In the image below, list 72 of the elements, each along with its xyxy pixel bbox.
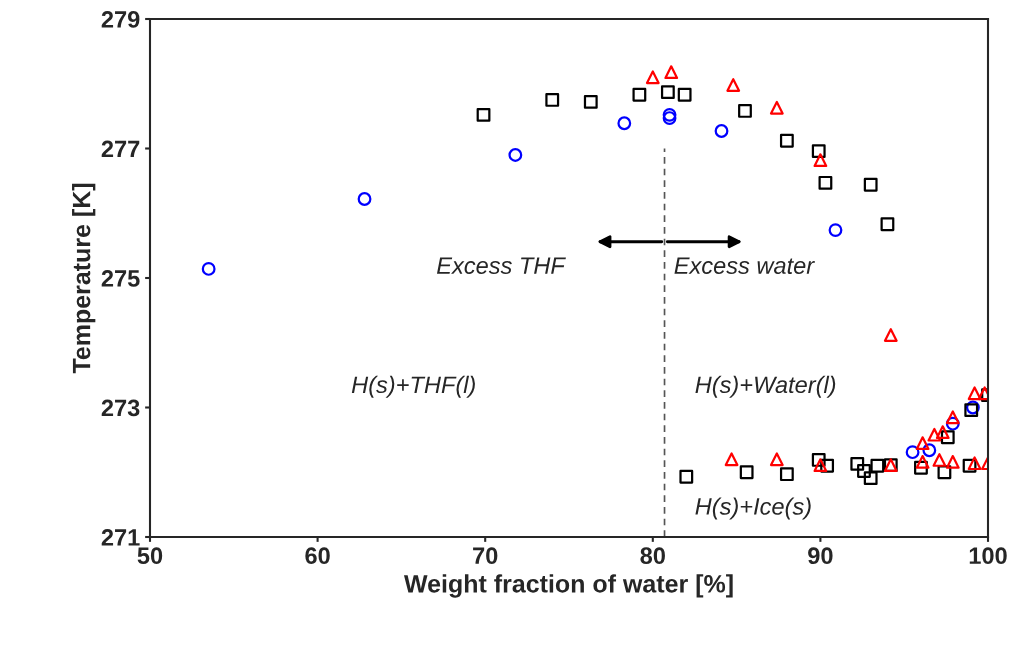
y-axis-title: Temperature [K] xyxy=(72,183,96,374)
point xyxy=(645,70,660,85)
point xyxy=(818,175,833,190)
point xyxy=(967,456,982,471)
point xyxy=(883,328,898,342)
point xyxy=(850,456,865,471)
point xyxy=(724,452,739,467)
point xyxy=(769,452,784,467)
annotation: Excess water xyxy=(674,257,815,274)
annotation: H(s)+Ice(s) xyxy=(695,497,811,520)
point xyxy=(820,458,835,473)
point xyxy=(828,223,843,238)
point xyxy=(857,464,871,478)
point xyxy=(863,177,878,192)
point xyxy=(922,443,937,458)
point xyxy=(660,85,675,100)
point xyxy=(662,107,677,122)
point xyxy=(945,410,960,425)
point xyxy=(962,458,977,473)
point xyxy=(945,416,960,431)
annotation: Excess THF xyxy=(436,257,566,274)
annotation: H(s)+Water(l) xyxy=(695,375,836,398)
point xyxy=(967,386,982,401)
point xyxy=(662,111,677,125)
x-tick-label: 100 xyxy=(969,547,1007,565)
point xyxy=(880,217,895,232)
point xyxy=(617,116,632,131)
point xyxy=(905,445,920,460)
point xyxy=(863,471,878,485)
point xyxy=(769,100,784,115)
point xyxy=(201,262,216,276)
y-tick-label: 277 xyxy=(101,140,140,158)
y-tick-label: 279 xyxy=(101,11,140,28)
point xyxy=(779,467,794,482)
point xyxy=(870,458,885,473)
point xyxy=(940,430,955,445)
point xyxy=(679,469,694,484)
point xyxy=(738,104,752,118)
point xyxy=(677,87,692,102)
point xyxy=(811,453,826,467)
point xyxy=(811,144,826,159)
point xyxy=(779,133,794,148)
point xyxy=(714,124,729,138)
point xyxy=(545,93,560,107)
point xyxy=(937,465,952,480)
x-tick-label: 90 xyxy=(808,547,833,565)
x-tick-label: 70 xyxy=(473,547,498,565)
point xyxy=(583,94,598,109)
point xyxy=(726,78,741,92)
point xyxy=(935,425,950,440)
point xyxy=(915,454,930,469)
y-tick-label: 271 xyxy=(101,529,140,546)
annotation: H(s)+THF(l) xyxy=(351,375,475,398)
point xyxy=(632,87,647,102)
point xyxy=(915,436,930,451)
point xyxy=(914,460,928,475)
point xyxy=(813,458,828,473)
x-tick-label: 50 xyxy=(137,547,163,565)
y-tick-label: 273 xyxy=(101,399,140,417)
point xyxy=(739,465,754,480)
point xyxy=(927,427,942,442)
point xyxy=(357,192,372,206)
y-tick-label: 275 xyxy=(101,270,140,287)
x-tick-label: 60 xyxy=(305,547,330,565)
point xyxy=(508,148,523,162)
point xyxy=(664,65,679,80)
x-axis-title: Weight fraction of water [%] xyxy=(403,574,733,598)
point xyxy=(945,454,960,469)
point xyxy=(476,107,491,122)
point xyxy=(813,153,828,168)
x-tick-label: 80 xyxy=(640,547,665,565)
point xyxy=(932,453,947,467)
